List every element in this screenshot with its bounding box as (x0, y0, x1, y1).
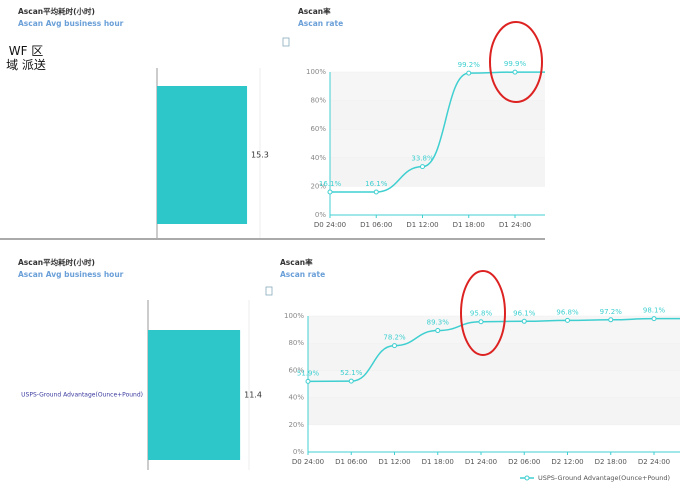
point (348, 378, 354, 384)
y-tick-label: 100% (306, 68, 326, 76)
x-tick-label: D2 12:00 (551, 458, 583, 466)
x-tick-label: D1 18:00 (422, 458, 454, 466)
x-tick-label: D1 06:00 (335, 458, 367, 466)
point (651, 316, 657, 322)
chart-title: Ascan平均耗时(小时) (18, 257, 95, 267)
y-tick-label: 60% (288, 366, 304, 374)
bar-value-label: 11.4 (244, 391, 262, 400)
value-label: 16.1% (365, 180, 388, 188)
x-tick-label: D2 18:00 (595, 458, 627, 466)
point (373, 189, 379, 195)
point (420, 164, 425, 170)
x-tick-label: D1 24:00 (499, 221, 531, 229)
y-tick-label: 0% (293, 448, 304, 456)
point (565, 317, 570, 323)
chart-title: Ascan平均耗时(小时) (18, 6, 95, 16)
bar (148, 330, 241, 460)
value-label: 99.2% (458, 61, 481, 69)
chart-title: Ascan率 (280, 257, 313, 267)
point (608, 317, 614, 323)
x-tick-label: D1 12:00 (406, 221, 438, 229)
y-tick-label: 20% (288, 421, 304, 429)
y-tick-label: 40% (288, 394, 304, 402)
grid-band (330, 186, 545, 215)
value-label: 99.9% (504, 60, 527, 68)
value-label: 95.8% (470, 310, 493, 318)
point (478, 319, 484, 325)
y-tick-label: 100% (284, 312, 304, 320)
highlight-circle (489, 21, 543, 103)
legend-label: USPS-Ground Advantage(Ounce+Pound) (538, 474, 670, 482)
grid-band (308, 343, 680, 371)
grid-band (308, 397, 680, 425)
x-tick-label: D2 06:00 (508, 458, 540, 466)
x-tick-label: D0 24:00 (292, 458, 324, 466)
point (466, 70, 472, 76)
grid-band (330, 72, 545, 101)
grid-band (308, 316, 680, 344)
value-label: 98.1% (643, 307, 666, 315)
x-tick-label: D0 24:00 (314, 221, 346, 229)
grid-band (330, 157, 545, 187)
value-label: 52.1% (340, 369, 363, 377)
value-label: 97.2% (600, 308, 623, 316)
x-tick-label: D1 12:00 (378, 458, 410, 466)
y-tick-label: 0% (315, 211, 326, 219)
chart-title: Ascan率 (298, 6, 331, 16)
highlight-circle (460, 270, 506, 356)
chart-subtitle: Ascan Avg business hour (18, 19, 124, 28)
value-label: 16.1% (319, 180, 342, 188)
chart-subtitle: Ascan rate (280, 270, 325, 279)
chart-subtitle: Ascan rate (298, 19, 343, 28)
y-tick-label: 20% (310, 182, 326, 190)
value-label: 33.8% (411, 155, 434, 163)
point (305, 378, 311, 384)
bar (157, 86, 248, 224)
bar-value-label: 15.3 (251, 151, 269, 160)
grid-band (308, 370, 680, 398)
grid-band (330, 100, 545, 130)
y-tick-label: 60% (310, 125, 326, 133)
point (435, 328, 441, 334)
point (521, 318, 527, 324)
y-tick-label: 40% (310, 154, 326, 162)
grid-band (308, 424, 680, 452)
grid-band (330, 129, 545, 158)
x-tick-label: D1 24:00 (465, 458, 497, 466)
point (392, 343, 397, 349)
point (327, 189, 333, 195)
value-label: 89.3% (427, 319, 450, 327)
category-label: USPS-Ground Advantage(Ounce+Pound) (21, 392, 143, 399)
value-label: 78.2% (383, 334, 406, 342)
x-tick-label: D2 24:00 (638, 458, 670, 466)
series-line (330, 71, 516, 193)
value-label: 51.9% (297, 369, 320, 377)
x-tick-label: D1 06:00 (360, 221, 392, 229)
y-tick-label: 80% (288, 339, 304, 347)
chart-subtitle: Ascan Avg business hour (18, 270, 124, 279)
export-icon[interactable] (265, 37, 290, 296)
x-tick-label: D1 18:00 (453, 221, 485, 229)
y-tick-label: 80% (310, 97, 326, 105)
value-label: 96.1% (513, 309, 536, 317)
category-label: WF 区域 派送 (6, 44, 46, 72)
legend-point (524, 475, 530, 481)
value-label: 96.8% (556, 308, 579, 316)
point (512, 69, 518, 75)
